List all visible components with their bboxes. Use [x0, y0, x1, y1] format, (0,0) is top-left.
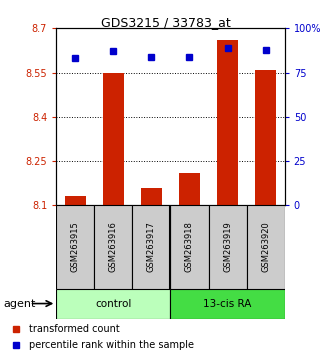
Bar — [217, 40, 238, 205]
Text: GSM263916: GSM263916 — [109, 222, 118, 272]
Bar — [56, 289, 170, 319]
Bar — [179, 173, 200, 205]
Text: transformed count: transformed count — [29, 324, 119, 334]
Bar — [170, 205, 209, 289]
Text: GSM263918: GSM263918 — [185, 222, 194, 272]
Bar — [65, 196, 86, 205]
Text: 13-cis RA: 13-cis RA — [203, 298, 252, 309]
Bar — [255, 70, 276, 205]
Text: GSM263915: GSM263915 — [71, 222, 80, 272]
Text: GDS3215 / 33783_at: GDS3215 / 33783_at — [101, 16, 230, 29]
Text: GSM263919: GSM263919 — [223, 222, 232, 272]
Bar — [56, 205, 94, 289]
Bar — [141, 188, 162, 205]
Bar — [170, 289, 285, 319]
Bar — [94, 205, 132, 289]
Bar — [247, 205, 285, 289]
Bar — [132, 205, 170, 289]
Bar — [103, 73, 124, 205]
Text: agent: agent — [3, 298, 36, 309]
Text: control: control — [95, 298, 131, 309]
Bar — [209, 205, 247, 289]
Text: GSM263917: GSM263917 — [147, 222, 156, 272]
Text: percentile rank within the sample: percentile rank within the sample — [29, 340, 194, 350]
Text: GSM263920: GSM263920 — [261, 222, 270, 272]
